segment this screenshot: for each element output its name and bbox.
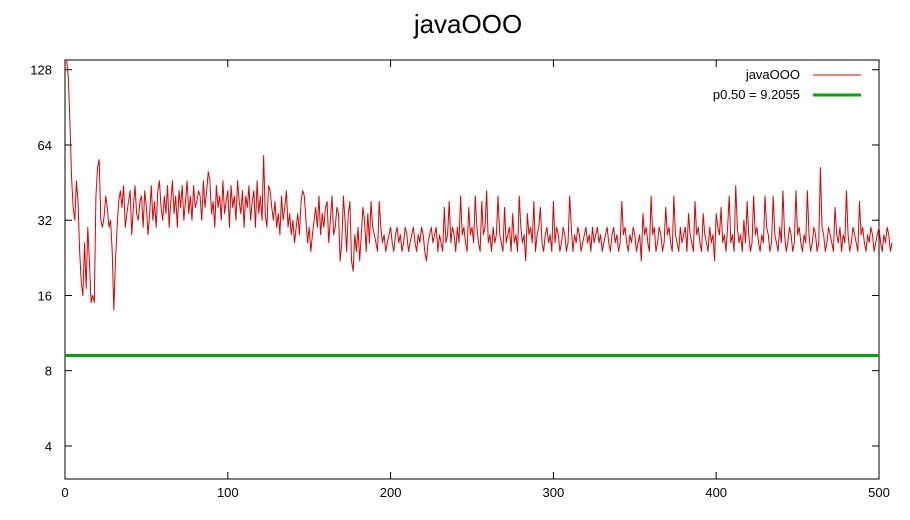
plot-area: 0 100 200 300 400 500 4 8 16 32 64 128 (30, 59, 893, 500)
legend-label-javaooo: javaOOO (745, 67, 800, 82)
y-tick-label: 128 (30, 63, 52, 78)
legend-label-median: p0.50 = 9.2055 (713, 87, 800, 102)
y-tick-label: 16 (38, 288, 52, 303)
y-axis: 4 8 16 32 64 128 (30, 63, 879, 454)
series-layer (65, 59, 893, 357)
x-axis: 0 100 200 300 400 500 (61, 60, 890, 500)
x-tick-label: 300 (543, 485, 565, 500)
legend: javaOOO p0.50 = 9.2055 (713, 67, 861, 102)
y-tick-label: 4 (45, 439, 52, 454)
x-tick-label: 500 (868, 485, 890, 500)
x-tick-label: 200 (380, 485, 402, 500)
x-tick-label: 0 (61, 485, 68, 500)
plot-frame (64, 59, 880, 480)
x-tick-label: 400 (705, 485, 727, 500)
x-tick-label: 100 (217, 485, 239, 500)
y-tick-label: 32 (38, 213, 52, 228)
y-tick-label: 64 (38, 138, 52, 153)
y-tick-label: 8 (45, 364, 52, 379)
series-line-javaooo (66, 59, 893, 311)
chart-title: javaOOO (413, 9, 522, 39)
